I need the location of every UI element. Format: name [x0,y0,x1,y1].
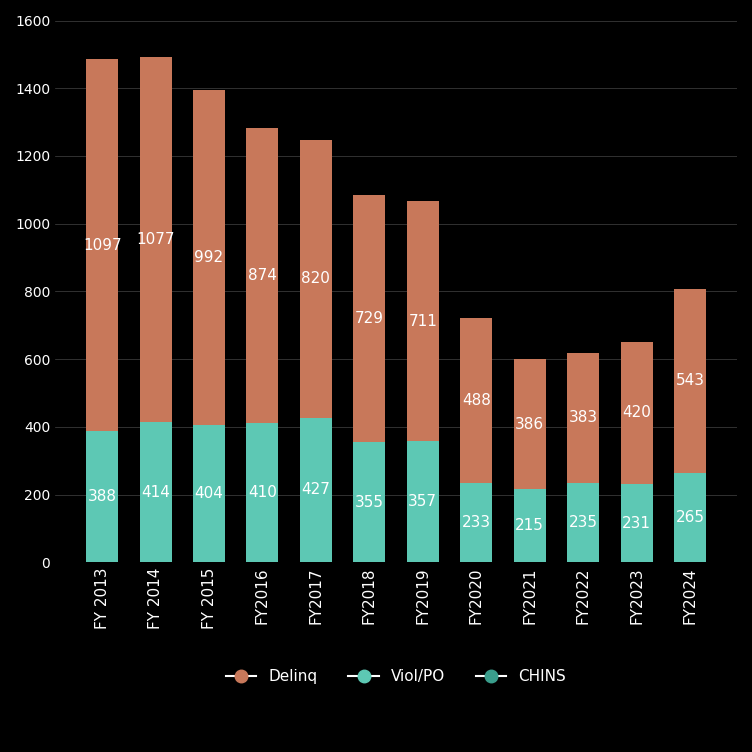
Bar [193,426,225,562]
Text: 414: 414 [141,485,170,499]
Legend: Delinq, Viol/PO, CHINS: Delinq, Viol/PO, CHINS [220,663,572,690]
Text: 1097: 1097 [83,238,122,253]
Text: 383: 383 [569,411,598,426]
Bar [247,128,278,423]
Bar [674,472,706,562]
Bar [567,483,599,562]
Text: 874: 874 [248,268,277,283]
Bar [140,422,171,562]
Text: 410: 410 [248,485,277,500]
Text: 388: 388 [88,489,117,504]
Bar [620,484,653,562]
Bar [247,423,278,562]
Bar [567,353,599,483]
Text: 729: 729 [355,311,384,326]
Bar [460,484,493,562]
Text: 386: 386 [515,417,544,432]
Text: 404: 404 [195,487,223,502]
Text: 820: 820 [302,271,330,287]
Text: 235: 235 [569,515,598,530]
Text: 427: 427 [302,483,330,498]
Text: 711: 711 [408,314,437,329]
Bar [300,140,332,417]
Bar [514,359,546,490]
Text: 215: 215 [515,518,544,533]
Bar [353,196,385,442]
Bar [86,431,118,562]
Bar [140,57,171,422]
Text: 1077: 1077 [136,232,174,247]
Bar [407,201,439,441]
Bar [514,490,546,562]
Bar [353,442,385,562]
Text: 357: 357 [408,494,437,509]
Bar [620,342,653,484]
Text: 233: 233 [462,515,491,530]
Text: 355: 355 [355,495,384,510]
Text: 231: 231 [622,516,651,531]
Bar [407,441,439,562]
Bar [300,417,332,562]
Text: 265: 265 [675,510,705,525]
Text: 488: 488 [462,393,490,408]
Bar [86,59,118,431]
Bar [460,318,493,484]
Text: 420: 420 [622,405,651,420]
Text: 992: 992 [195,250,223,265]
Bar [674,289,706,472]
Text: 543: 543 [675,373,705,388]
Bar [193,89,225,426]
